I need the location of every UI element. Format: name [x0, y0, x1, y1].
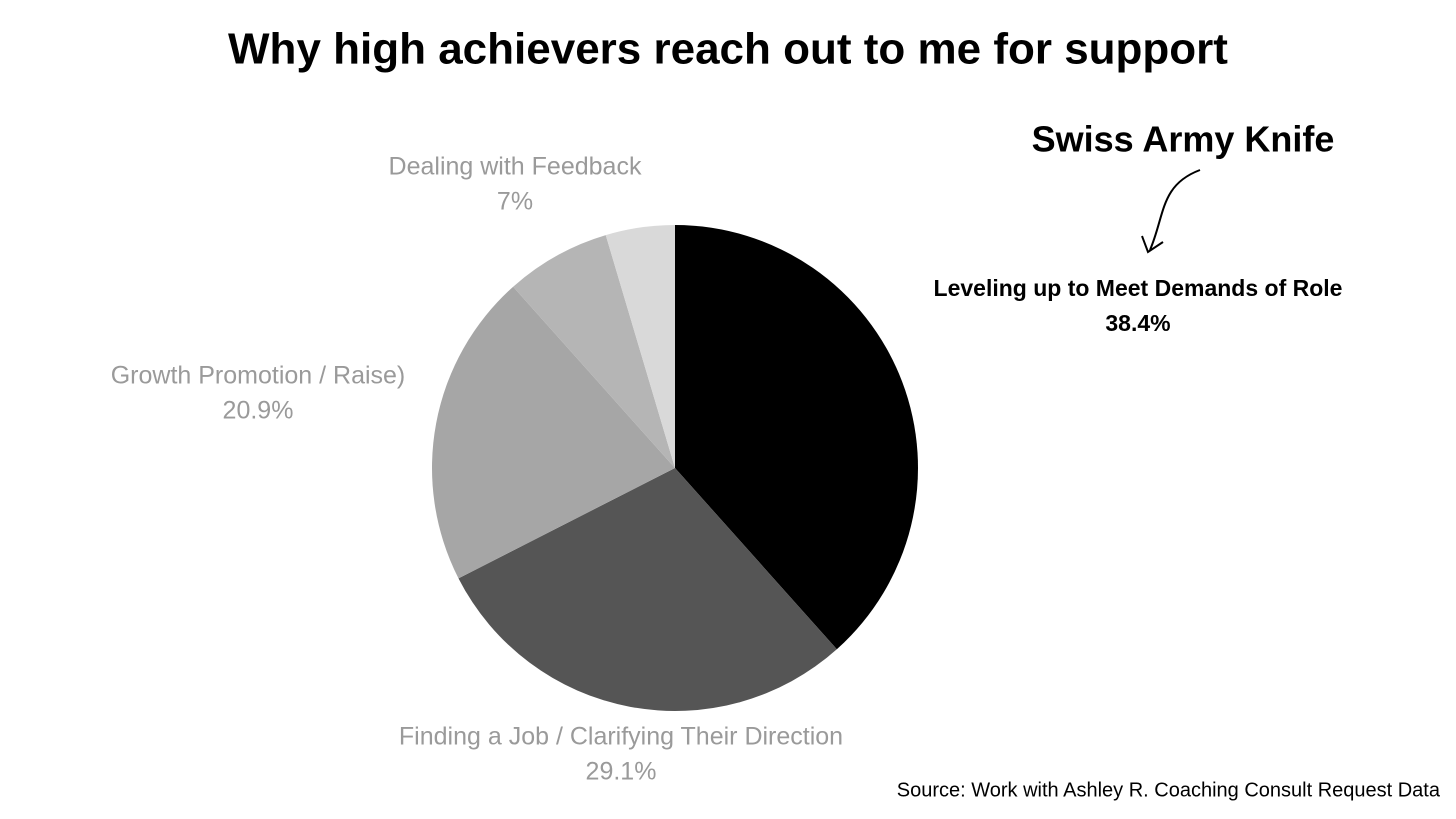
- pie-slice: [605, 225, 675, 468]
- slice-value-label: 29.1%: [586, 758, 657, 786]
- annotation-arrow: [1141, 169, 1201, 254]
- pie-slice: [432, 286, 675, 579]
- slice-label: Leveling up to Meet Demands of Role: [934, 275, 1343, 301]
- pie-slice: [675, 225, 918, 650]
- slice-value-label: 20.9%: [223, 397, 294, 425]
- slice-value-label: 38.4%: [1105, 310, 1170, 336]
- source-note: Source: Work with Ashley R. Coaching Con…: [897, 779, 1441, 801]
- slice-value-label: 7%: [497, 188, 533, 216]
- pie-slice: [513, 235, 675, 468]
- slice-label: Dealing with Feedback: [389, 153, 642, 181]
- chart-title: Why high achievers reach out to me for s…: [228, 25, 1228, 74]
- slice-label: Finding a Job / Clarifying Their Directi…: [399, 723, 843, 751]
- slice-label: Growth Promotion / Raise): [111, 362, 406, 390]
- annotation: Swiss Army Knife: [1032, 119, 1335, 160]
- pie-slice: [458, 468, 837, 711]
